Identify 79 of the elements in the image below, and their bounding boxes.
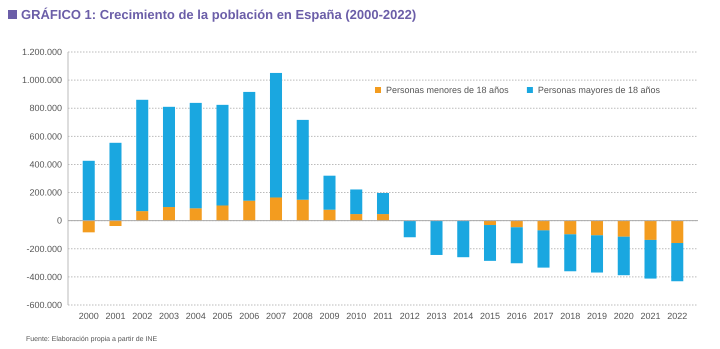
bar [404, 220, 416, 238]
bar [190, 208, 202, 221]
bar [644, 240, 657, 279]
bar [618, 236, 630, 276]
bar [82, 220, 95, 232]
y-tick-label: 800.000 [29, 103, 62, 114]
x-tick-label: 2002 [132, 311, 152, 321]
bar [644, 220, 657, 240]
x-tick-label: 2022 [667, 311, 688, 321]
y-tick-label: 600.000 [29, 131, 62, 142]
x-tick-label: 2012 [400, 311, 420, 321]
x-tick-label: 2019 [586, 311, 608, 321]
bar [618, 220, 630, 237]
y-tick-label: 200.000 [29, 188, 62, 198]
bar [136, 211, 148, 221]
x-tick-label: 2010 [346, 311, 366, 321]
bar [350, 189, 362, 214]
x-tick-label: 2016 [506, 311, 527, 321]
x-tick-label: 2020 [614, 311, 634, 321]
bar [243, 92, 256, 201]
bar [109, 220, 122, 226]
x-tick-label: 2011 [373, 311, 393, 321]
bar [484, 225, 496, 261]
bar [457, 220, 470, 258]
bar [590, 220, 604, 236]
bar [323, 176, 336, 210]
x-tick-label: 2007 [266, 311, 286, 321]
x-tick-label: 2001 [105, 311, 126, 321]
y-tick-label: -200.000 [26, 244, 62, 254]
bar [216, 205, 229, 221]
y-tick-label: 0 [56, 216, 62, 226]
x-tick-label: 2000 [78, 311, 99, 321]
bar [564, 234, 576, 272]
bar [216, 104, 229, 206]
x-tick-label: 2004 [186, 311, 206, 321]
bar [323, 210, 336, 221]
bar [243, 200, 256, 221]
bar [162, 106, 176, 208]
x-tick-label: 2014 [453, 311, 474, 321]
bar [537, 220, 550, 230]
bar [510, 220, 523, 228]
y-tick-label: 1.200.000 [22, 47, 62, 57]
x-tick-label: 2003 [158, 311, 180, 321]
bar [430, 220, 443, 255]
x-tick-label: 2021 [640, 311, 661, 321]
y-tick-label: -400.000 [26, 272, 62, 282]
y-tick-label: 400.000 [29, 159, 62, 170]
bar [376, 214, 390, 221]
legend-label: Personas mayores de 18 años [538, 85, 660, 95]
bar [270, 197, 282, 221]
bar [510, 227, 523, 264]
x-tick-label: 2018 [560, 311, 580, 321]
x-tick-label: 2006 [239, 311, 260, 321]
bar [564, 220, 576, 234]
bar [162, 207, 176, 221]
bar [296, 200, 309, 221]
chart-title: GRÁFICO 1: Crecimiento de la población en España (2000-2022) [21, 7, 416, 22]
bar [671, 220, 684, 244]
bar [537, 230, 550, 268]
bar [376, 192, 390, 214]
x-tick-label: 2005 [212, 311, 233, 321]
bar [590, 235, 604, 273]
bar [109, 142, 122, 221]
y-tick-label: 1.000.000 [22, 75, 62, 86]
x-tick-label: 2013 [426, 311, 447, 321]
bar [484, 220, 496, 226]
y-tick-label: -600.000 [26, 300, 62, 310]
bar [270, 72, 282, 198]
x-tick-label: 2008 [292, 311, 313, 321]
bar [671, 243, 684, 282]
x-tick-label: 2009 [319, 311, 340, 321]
bar [190, 102, 202, 208]
x-tick-label: 2017 [533, 311, 554, 321]
bar [136, 100, 148, 212]
bar [82, 160, 95, 221]
bar [296, 120, 309, 200]
x-tick-label: 2015 [480, 311, 500, 321]
legend-label: Personas menores de 18 años [386, 85, 510, 95]
bar [350, 214, 362, 221]
